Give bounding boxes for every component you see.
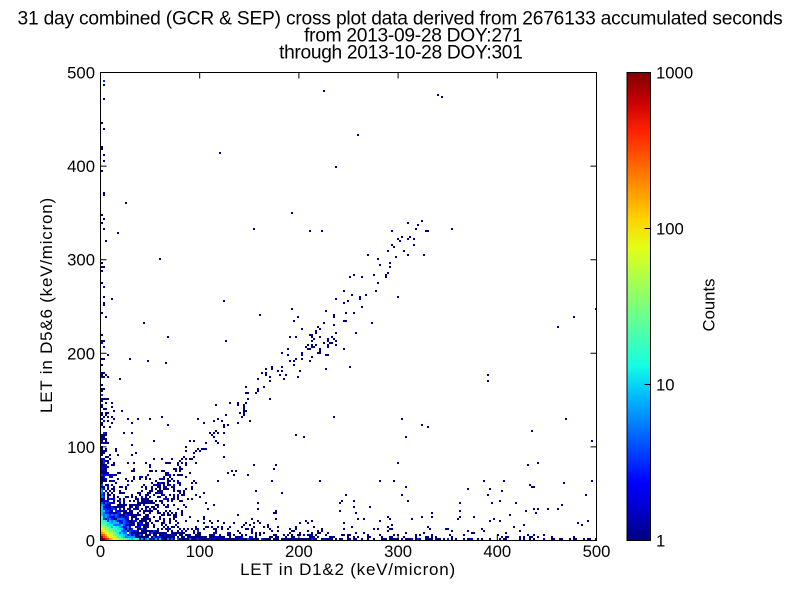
- svg-text:100: 100: [67, 438, 95, 457]
- svg-text:10: 10: [656, 376, 675, 395]
- svg-text:100: 100: [656, 220, 684, 239]
- svg-text:500: 500: [67, 64, 95, 83]
- svg-text:400: 400: [67, 157, 95, 176]
- svg-text:300: 300: [67, 251, 95, 270]
- svg-text:0: 0: [86, 532, 95, 551]
- svg-text:300: 300: [384, 542, 412, 561]
- svg-text:200: 200: [67, 344, 95, 363]
- svg-text:through 2013-10-28 DOY:301: through 2013-10-28 DOY:301: [279, 43, 522, 64]
- svg-text:1000: 1000: [656, 64, 693, 83]
- svg-text:31 day combined (GCR & SEP) cr: 31 day combined (GCR & SEP) cross plot d…: [18, 9, 783, 30]
- svg-text:400: 400: [483, 542, 511, 561]
- svg-text:from 2013-09-28 DOY:271: from 2013-09-28 DOY:271: [304, 26, 522, 47]
- svg-text:200: 200: [285, 542, 313, 561]
- svg-text:100: 100: [186, 542, 214, 561]
- svg-text:1: 1: [656, 532, 665, 551]
- svg-text:500: 500: [583, 542, 611, 561]
- svg-text:0: 0: [96, 542, 105, 561]
- svg-text:LET in D5&6 (keV/micron): LET in D5&6 (keV/micron): [37, 197, 56, 413]
- svg-text:LET in D1&2 (keV/micron): LET in D1&2 (keV/micron): [240, 560, 456, 579]
- svg-text:Counts: Counts: [700, 279, 719, 332]
